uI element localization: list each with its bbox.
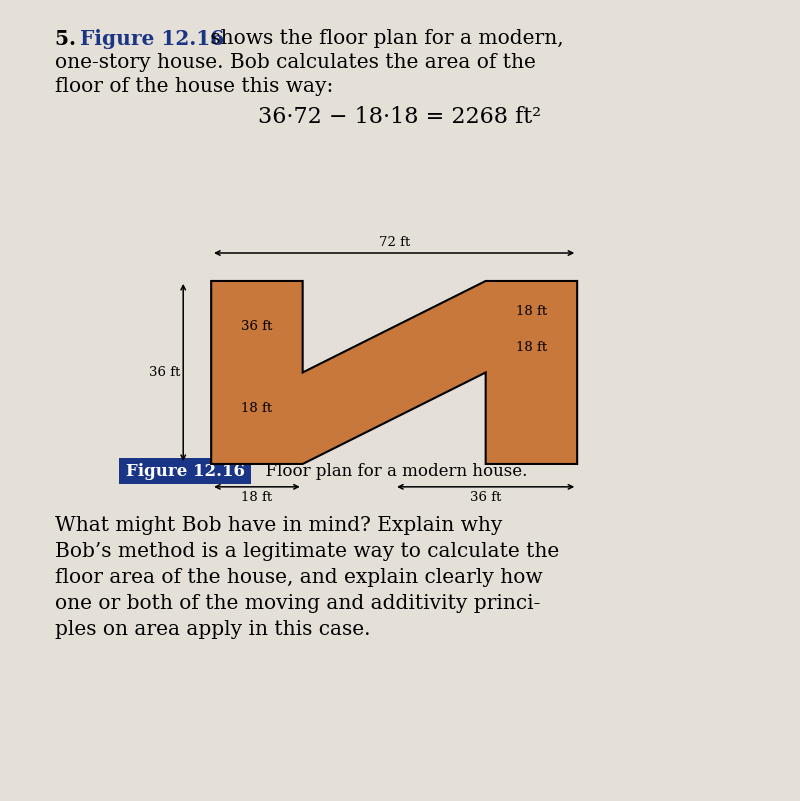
Text: one or both of the moving and additivity princi-: one or both of the moving and additivity… <box>55 594 540 613</box>
Text: 18 ft: 18 ft <box>242 401 273 415</box>
Text: Bob’s method is a legitimate way to calculate the: Bob’s method is a legitimate way to calc… <box>55 542 559 561</box>
FancyBboxPatch shape <box>119 458 251 484</box>
Text: ples on area apply in this case.: ples on area apply in this case. <box>55 620 370 639</box>
Text: 5.: 5. <box>55 29 83 49</box>
Text: shows the floor plan for a modern,: shows the floor plan for a modern, <box>204 29 564 48</box>
Text: 72 ft: 72 ft <box>378 236 410 249</box>
Text: 18 ft: 18 ft <box>516 305 547 318</box>
Text: 36·72 − 18·18 = 2268 ft²: 36·72 − 18·18 = 2268 ft² <box>258 106 542 128</box>
Text: floor area of the house, and explain clearly how: floor area of the house, and explain cle… <box>55 568 542 587</box>
Text: 36 ft: 36 ft <box>242 320 273 333</box>
Text: 18 ft: 18 ft <box>516 340 547 353</box>
Text: What might Bob have in mind? Explain why: What might Bob have in mind? Explain why <box>55 516 502 535</box>
Text: floor of the house this way:: floor of the house this way: <box>55 77 334 96</box>
Text: Figure 12.16: Figure 12.16 <box>80 29 224 49</box>
Text: 36 ft: 36 ft <box>470 491 502 504</box>
Polygon shape <box>211 281 577 464</box>
Text: one-story house. Bob calculates the area of the: one-story house. Bob calculates the area… <box>55 53 536 72</box>
Text: 36 ft: 36 ft <box>150 366 181 379</box>
Text: Floor plan for a modern house.: Floor plan for a modern house. <box>255 462 527 480</box>
Text: Figure 12.16: Figure 12.16 <box>126 462 245 480</box>
Text: 18 ft: 18 ft <box>242 491 273 504</box>
